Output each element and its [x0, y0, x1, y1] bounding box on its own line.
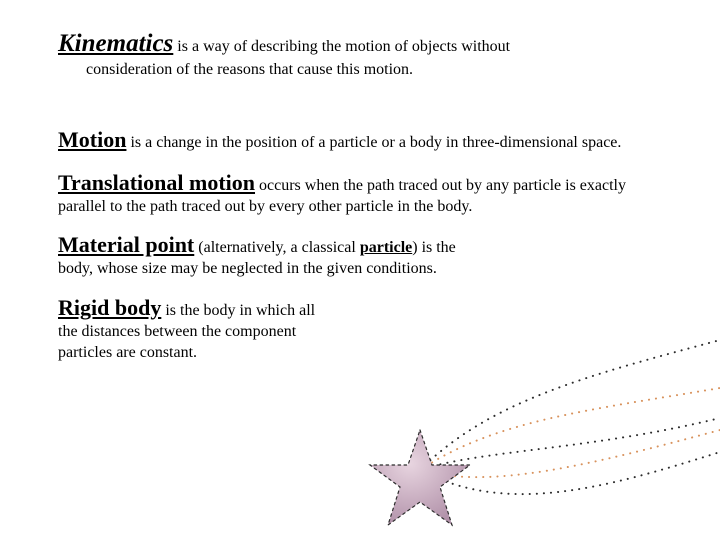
rigid-body-definition: Rigid body is the body in which all the … [58, 294, 318, 363]
material-point-definition: Material point (alternatively, a classic… [58, 231, 478, 280]
motion-term: Motion [58, 127, 126, 152]
kinematics-term: Kinematics [58, 30, 173, 57]
trail-path-2 [420, 418, 720, 470]
trail-path-0 [420, 340, 720, 470]
motion-definition: Motion is a change in the position of a … [58, 126, 662, 154]
material-point-pre: (alternatively, a classical [194, 239, 360, 256]
translational-term: Translational motion [58, 170, 255, 195]
rigid-body-term: Rigid body [58, 295, 161, 320]
kinematics-text-2: consideration of the reasons that cause … [58, 60, 662, 80]
star-trails-icon [290, 280, 720, 540]
motion-text: is a change in the position of a particl… [126, 134, 621, 151]
particle-word: particle [360, 239, 412, 256]
trail-path-4 [420, 452, 720, 494]
slide: Kinematics is a way of describing the mo… [0, 0, 720, 540]
star-shape [370, 430, 470, 525]
material-point-term: Material point [58, 232, 194, 257]
kinematics-text-1: is a way of describing the motion of obj… [173, 38, 510, 55]
trail-path-1 [420, 388, 720, 470]
trail-path-3 [420, 430, 720, 477]
translational-definition: Translational motion occurs when the pat… [58, 169, 662, 218]
kinematics-definition: Kinematics is a way of describing the mo… [58, 28, 662, 80]
